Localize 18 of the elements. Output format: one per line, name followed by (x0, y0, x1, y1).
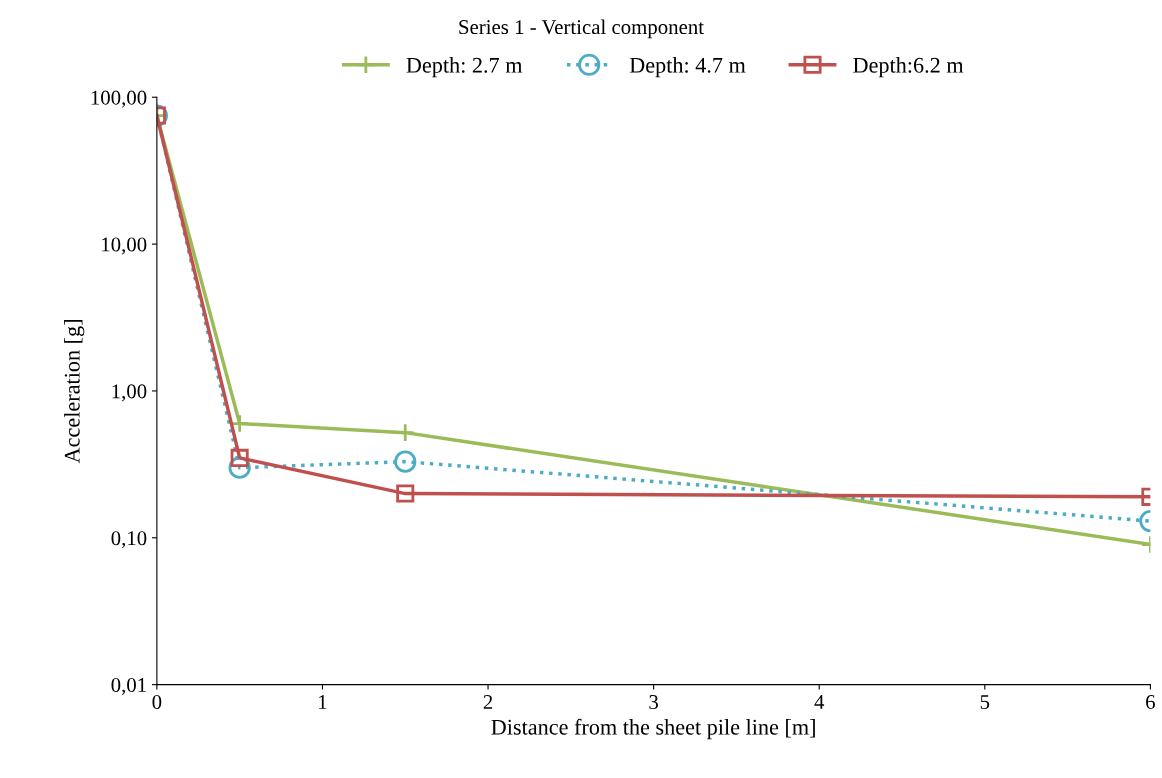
legend-label: Depth:6.2 m (853, 57, 964, 78)
y-axis-title: Acceleration [g] (64, 320, 85, 464)
x-tick-label: 6 (1146, 695, 1155, 710)
legend-label: Depth: 2.7 m (406, 57, 523, 78)
x-axis-title: Distance from the sheet pile line [m] (491, 718, 815, 740)
x-tick-label: 0 (152, 694, 162, 710)
chart-title: Series 1 - Vertical component (459, 19, 704, 39)
y-tick-label: 0,10 (111, 531, 147, 549)
x-tick-label: 5 (980, 695, 990, 710)
x-tick-label: 4 (814, 695, 825, 709)
y-tick-label: 1,00 (112, 384, 147, 402)
legend-label: Depth: 4.7 m (629, 57, 746, 78)
x-tick-label: 1 (319, 695, 327, 709)
x-tick-label: 2 (483, 695, 493, 709)
y-tick-label: 10,00 (102, 237, 147, 255)
y-tick-label: 0,01 (111, 678, 146, 696)
y-tick-label: 100,00 (91, 90, 147, 108)
x-tick-label: 3 (649, 695, 659, 710)
